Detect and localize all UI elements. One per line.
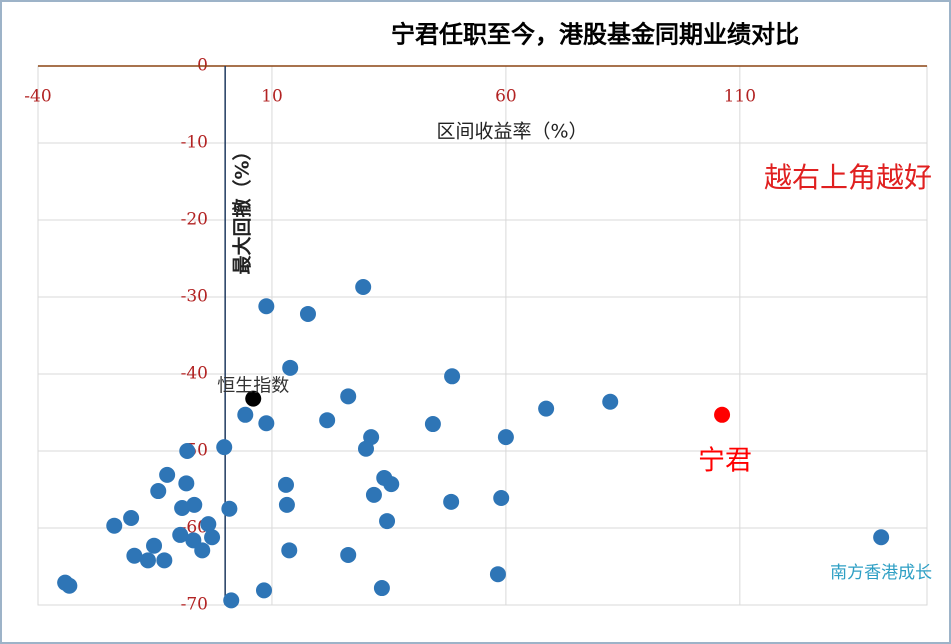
- point: [221, 500, 238, 517]
- point: [179, 443, 196, 459]
- point: [602, 393, 619, 410]
- point: [538, 400, 555, 417]
- point: [245, 390, 262, 407]
- point: [714, 406, 731, 423]
- point: [106, 517, 123, 534]
- point: [159, 466, 176, 483]
- point: [200, 516, 217, 533]
- point: [174, 499, 191, 516]
- point: [61, 577, 78, 594]
- point: [277, 476, 294, 493]
- y-tick-label: -30: [181, 287, 208, 307]
- point: [255, 582, 272, 599]
- y-axis-label: 最大回撤（%）: [231, 141, 254, 274]
- point: [443, 493, 460, 510]
- point: [278, 496, 295, 513]
- point: [223, 592, 240, 609]
- point: [282, 359, 299, 376]
- point-label: 宁君: [698, 445, 752, 476]
- point: [216, 439, 233, 456]
- point: [258, 415, 275, 432]
- point: [258, 298, 275, 315]
- point: [373, 580, 390, 597]
- point: [493, 489, 510, 506]
- x-tick-label: -40: [24, 87, 51, 107]
- point: [319, 412, 336, 429]
- point-label: 恒生指数: [217, 376, 289, 397]
- point: [340, 546, 357, 563]
- point: [123, 509, 140, 526]
- point: [497, 429, 514, 446]
- annotation: 越右上角越好: [764, 161, 932, 194]
- point: [150, 483, 167, 500]
- point: [139, 552, 156, 569]
- point: [146, 537, 163, 554]
- point: [156, 552, 173, 569]
- point: [194, 542, 211, 559]
- point: [178, 475, 195, 492]
- point: [424, 416, 441, 433]
- point: [204, 529, 221, 546]
- point: [126, 547, 143, 564]
- y-tick-label: -10: [181, 133, 208, 153]
- point: [172, 526, 189, 543]
- y-tick-label: -20: [181, 210, 208, 230]
- point: [186, 496, 203, 513]
- point: [340, 388, 357, 405]
- chart-title: 宁君任职至今，港股基金同期业绩对比: [391, 20, 799, 49]
- x-tick-label: 110: [724, 87, 756, 107]
- x-axis-label: 区间收益率（%）: [436, 121, 587, 143]
- point: [444, 368, 461, 385]
- x-tick-label: 10: [261, 87, 283, 107]
- point: [237, 406, 254, 423]
- point: [365, 486, 382, 503]
- point: [383, 476, 400, 493]
- y-tick-label: -70: [181, 595, 208, 615]
- y-tick-label: -40: [181, 364, 208, 384]
- point: [299, 305, 316, 322]
- point: [873, 529, 890, 546]
- x-tick-label: 60: [495, 87, 517, 107]
- point: [357, 440, 374, 457]
- annotation: 南方香港成长: [830, 563, 932, 583]
- point: [379, 513, 396, 530]
- point: [281, 542, 298, 559]
- point: [489, 566, 506, 583]
- point: [355, 278, 372, 295]
